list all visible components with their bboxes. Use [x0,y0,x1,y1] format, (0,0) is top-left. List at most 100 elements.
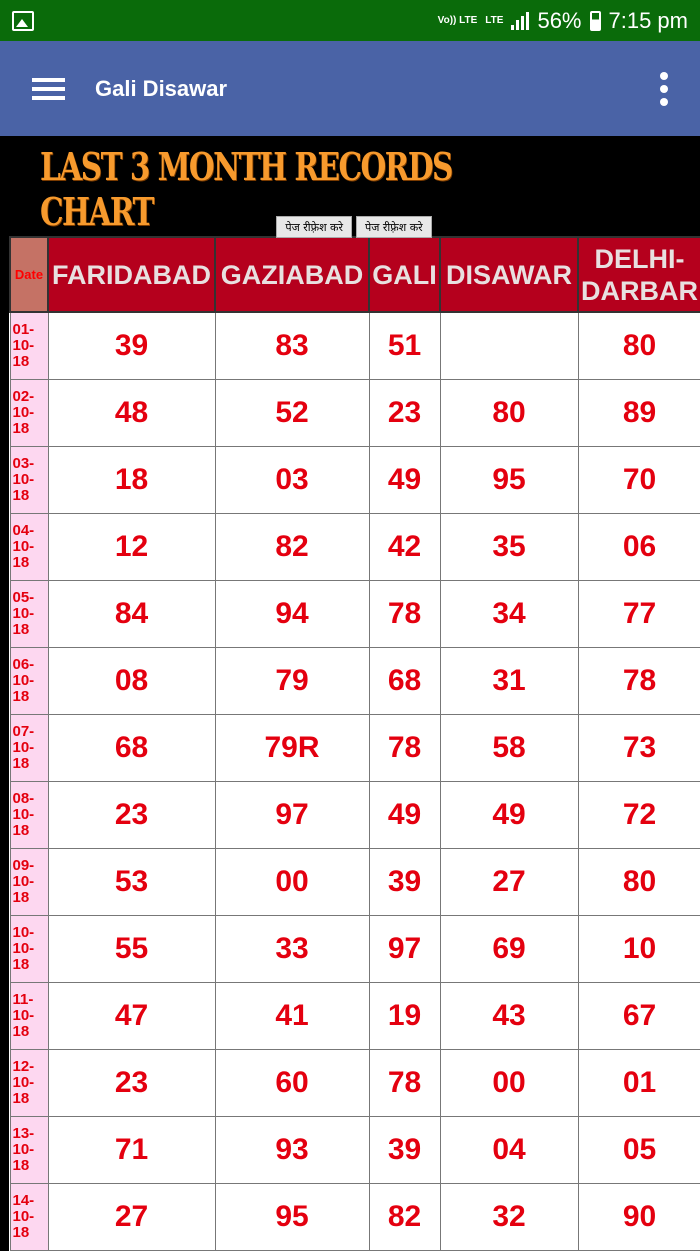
result-cell: 48 [47,378,216,447]
result-cell: 47 [47,981,216,1050]
result-cell: 78 [368,579,441,648]
table-row: 04- 10- 18 12 82 42 35 06 [9,512,700,581]
result-cell: 04 [439,1115,579,1184]
column-header: Date [9,236,49,313]
result-cell: 80 [577,847,700,916]
date-cell: 07- 10- 18 [9,713,49,782]
result-cell: 01 [577,1048,700,1117]
table-row: 02- 10- 18 48 52 23 80 89 [9,378,700,447]
result-cell: 90 [577,1182,700,1251]
status-bar: Vo)) LTE LTE 56% 7:15 pm [0,0,700,41]
image-notification-icon [12,10,34,31]
more-options-icon[interactable] [660,71,668,106]
result-cell: 78 [368,713,441,782]
table-row: 08- 10- 18 23 97 49 49 72 [9,780,700,849]
column-header: FARIDABAD [47,236,216,313]
result-cell: 68 [368,646,441,715]
date-cell: 08- 10- 18 [9,780,49,849]
result-cell: 82 [214,512,370,581]
result-cell: 80 [439,378,579,447]
result-cell: 60 [214,1048,370,1117]
result-cell: 41 [214,981,370,1050]
result-cell: 79R [214,713,370,782]
battery-icon [589,10,601,31]
lte-indicator: LTE [485,14,504,26]
result-cell: 95 [439,445,579,514]
result-cell: 78 [577,646,700,715]
result-cell: 97 [214,780,370,849]
volte-indicator: Vo)) LTE [437,14,478,26]
result-cell [439,311,579,380]
result-cell: 89 [577,378,700,447]
result-cell: 94 [214,579,370,648]
result-cell: 08 [47,646,216,715]
refresh-button-1[interactable]: पेज रीफ़्रेश करे [276,216,352,238]
result-cell: 35 [439,512,579,581]
battery-percent: 56% [537,7,582,33]
app-title: Gali Disawar [95,75,228,101]
result-cell: 55 [47,914,216,983]
date-cell: 13- 10- 18 [9,1115,49,1184]
table-row: 09- 10- 18 53 00 39 27 80 [9,847,700,916]
date-cell: 14- 10- 18 [9,1182,49,1251]
result-cell: 49 [439,780,579,849]
table-row: 12- 10- 18 23 60 78 00 01 [9,1048,700,1117]
date-cell: 11- 10- 18 [9,981,49,1050]
table-row: 07- 10- 18 68 79R 78 58 73 [9,713,700,782]
result-cell: 80 [577,311,700,380]
date-cell: 09- 10- 18 [9,847,49,916]
result-cell: 00 [214,847,370,916]
result-cell: 42 [368,512,441,581]
result-cell: 23 [47,780,216,849]
result-cell: 71 [47,1115,216,1184]
result-cell: 23 [47,1048,216,1117]
column-header: DISAWAR [439,236,579,313]
clock: 7:15 pm [608,7,689,33]
result-cell: 34 [439,579,579,648]
result-cell: 39 [47,311,216,380]
result-cell: 33 [214,914,370,983]
result-cell: 53 [47,847,216,916]
result-cell: 69 [439,914,579,983]
result-cell: 49 [368,780,441,849]
result-cell: 43 [439,981,579,1050]
date-cell: 02- 10- 18 [9,378,49,447]
result-cell: 27 [439,847,579,916]
result-cell: 58 [439,713,579,782]
result-cell: 70 [577,445,700,514]
table-row: 06- 10- 18 08 79 68 31 78 [9,646,700,715]
result-cell: 79 [214,646,370,715]
banner: LAST 3 MONTH RECORDS CHART [0,136,700,234]
result-cell: 72 [577,780,700,849]
result-cell: 39 [368,847,441,916]
date-cell: 05- 10- 18 [9,579,49,648]
result-cell: 52 [214,378,370,447]
column-header: GAZIABAD [214,236,370,313]
table-row: 05- 10- 18 84 94 78 34 77 [9,579,700,648]
table-row: 10- 10- 18 55 33 97 69 10 [9,914,700,983]
menu-icon[interactable] [32,77,65,100]
banner-title: LAST 3 MONTH RECORDS CHART [40,144,453,234]
result-cell: 51 [368,311,441,380]
result-cell: 78 [368,1048,441,1117]
result-cell: 73 [577,713,700,782]
result-cell: 00 [439,1048,579,1117]
result-cell: 83 [214,311,370,380]
result-cell: 23 [368,378,441,447]
table-row: 14- 10- 18 27 95 82 32 90 [9,1182,700,1251]
result-cell: 06 [577,512,700,581]
result-cell: 39 [368,1115,441,1184]
result-cell: 77 [577,579,700,648]
result-cell: 27 [47,1182,216,1251]
column-header: DELHI- DARBAR [577,236,700,313]
result-cell: 32 [439,1182,579,1251]
result-cell: 97 [368,914,441,983]
date-cell: 01- 10- 18 [9,311,49,380]
result-cell: 12 [47,512,216,581]
date-cell: 03- 10- 18 [9,445,49,514]
records-table: Date FARIDABAD GAZIABAD GALI DISAWAR DELHI- DA… [9,236,700,1251]
refresh-button-2[interactable]: पेज रीफ़्रेश करे [356,216,432,238]
table-row: 11- 10- 18 47 41 19 43 67 [9,981,700,1050]
result-cell: 67 [577,981,700,1050]
app-bar: Gali Disawar [0,41,700,136]
